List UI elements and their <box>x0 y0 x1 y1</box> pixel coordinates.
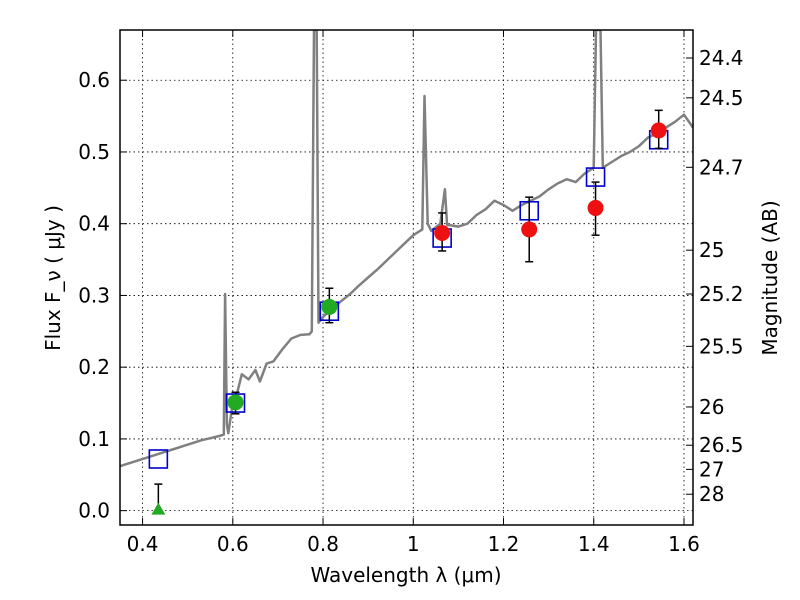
mag-tick-label: 26 <box>699 395 724 419</box>
x-tick-label: 1.6 <box>668 532 700 556</box>
ir-data-point <box>434 225 451 242</box>
grid <box>120 30 693 525</box>
x-tick-label: 1.4 <box>578 532 610 556</box>
x-tick-label: 1 <box>407 532 420 556</box>
ir-data-point <box>521 221 538 238</box>
y-tick-label: 0.3 <box>78 283 110 307</box>
plot-frame <box>119 29 694 526</box>
ir-data-point <box>650 122 667 139</box>
x-tick-label: 0.8 <box>307 532 339 556</box>
optical-data-point <box>321 298 338 315</box>
y-tick-label: 0.0 <box>78 499 110 523</box>
ir-data-point <box>587 199 604 216</box>
y-tick-label: 0.4 <box>78 212 110 236</box>
mag-tick-label: 28 <box>699 482 724 506</box>
plot-area <box>120 30 693 525</box>
y2-axis-label: Magnitude (AB) <box>758 200 782 355</box>
mag-tick-label: 24.4 <box>699 46 744 70</box>
y-tick-label: 0.1 <box>78 427 110 451</box>
mag-tick-label: 25.2 <box>699 282 744 306</box>
x-axis-label: Wavelength λ (μm) <box>310 563 501 587</box>
optical-data-point <box>227 394 244 411</box>
x-tick-label: 0.4 <box>127 532 159 556</box>
model-point <box>148 449 169 469</box>
axis-ticks: 0.4 0.6 0.8 1 1.2 1.4 1.6 0.0 0.1 0.2 0.3 0.4 0.5 0.6… <box>78 30 744 556</box>
y-tick-label: 0.5 <box>78 140 110 164</box>
x-tick-label: 0.6 <box>217 532 249 556</box>
y-tick-label: 0.6 <box>78 68 110 92</box>
mag-tick-label: 24.5 <box>699 86 744 110</box>
mag-tick-label: 25 <box>699 238 724 262</box>
mag-tick-label: 26.5 <box>699 433 744 457</box>
upper-limit-point <box>151 502 166 515</box>
y-axis-label: Flux F_ν ( μJy ) <box>41 205 65 351</box>
mag-tick-label: 27 <box>699 457 724 481</box>
plot-content <box>120 30 693 515</box>
mag-tick-label: 24.7 <box>699 155 744 179</box>
mag-tick-label: 25.5 <box>699 334 744 358</box>
x-tick-label: 1.2 <box>488 532 520 556</box>
y-tick-label: 0.2 <box>78 355 110 379</box>
